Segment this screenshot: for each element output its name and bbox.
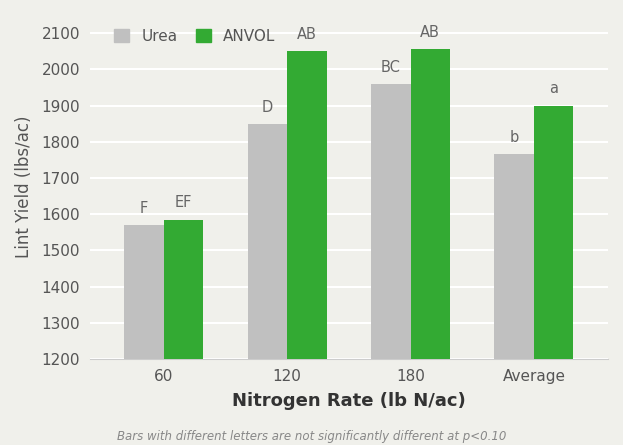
Text: a: a — [549, 81, 558, 97]
Bar — [495, 154, 534, 445]
Text: EF: EF — [175, 195, 192, 210]
Text: Bars with different letters are not significantly different at p<0.10: Bars with different letters are not sign… — [117, 430, 506, 443]
Bar — [248, 124, 287, 445]
Bar — [371, 84, 411, 445]
Bar — [164, 219, 203, 445]
Bar — [534, 105, 573, 445]
Text: b: b — [510, 130, 519, 146]
Bar — [411, 49, 450, 445]
X-axis label: Nitrogen Rate (lb N/ac): Nitrogen Rate (lb N/ac) — [232, 392, 466, 410]
Text: AB: AB — [421, 25, 440, 40]
Bar — [124, 225, 164, 445]
Text: BC: BC — [381, 60, 401, 75]
Legend: Urea, ANVOL: Urea, ANVOL — [108, 23, 282, 50]
Text: AB: AB — [297, 27, 317, 42]
Bar — [287, 51, 326, 445]
Text: F: F — [140, 201, 148, 216]
Text: D: D — [262, 100, 273, 114]
Y-axis label: Lint Yield (lbs/ac): Lint Yield (lbs/ac) — [15, 116, 33, 258]
